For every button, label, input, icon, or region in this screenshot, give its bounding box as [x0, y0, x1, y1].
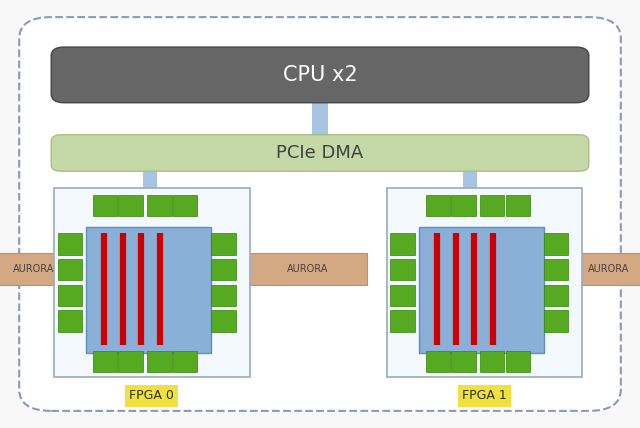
FancyBboxPatch shape	[211, 285, 236, 306]
FancyBboxPatch shape	[426, 195, 450, 216]
FancyBboxPatch shape	[506, 351, 530, 372]
FancyBboxPatch shape	[147, 351, 172, 372]
FancyBboxPatch shape	[173, 195, 197, 216]
FancyBboxPatch shape	[480, 195, 504, 216]
Text: PCIe DMA: PCIe DMA	[276, 144, 364, 162]
FancyBboxPatch shape	[390, 285, 415, 306]
FancyBboxPatch shape	[93, 195, 117, 216]
FancyBboxPatch shape	[58, 233, 82, 255]
FancyBboxPatch shape	[143, 171, 157, 190]
FancyBboxPatch shape	[147, 195, 172, 216]
Text: AURORA: AURORA	[13, 264, 54, 273]
FancyBboxPatch shape	[58, 285, 82, 306]
FancyBboxPatch shape	[51, 47, 589, 103]
FancyBboxPatch shape	[93, 351, 117, 372]
FancyBboxPatch shape	[58, 310, 82, 332]
FancyBboxPatch shape	[390, 310, 415, 332]
FancyBboxPatch shape	[118, 195, 143, 216]
FancyBboxPatch shape	[544, 285, 568, 306]
FancyBboxPatch shape	[451, 195, 476, 216]
Text: CPU x2: CPU x2	[283, 65, 357, 85]
Text: FPGA 1: FPGA 1	[462, 389, 507, 402]
FancyBboxPatch shape	[506, 195, 530, 216]
FancyBboxPatch shape	[19, 17, 621, 411]
FancyBboxPatch shape	[173, 351, 197, 372]
FancyBboxPatch shape	[480, 351, 504, 372]
FancyBboxPatch shape	[572, 253, 640, 285]
FancyBboxPatch shape	[390, 259, 415, 280]
Text: AURORA: AURORA	[588, 264, 629, 273]
FancyBboxPatch shape	[463, 171, 477, 190]
FancyBboxPatch shape	[248, 253, 367, 285]
FancyBboxPatch shape	[426, 351, 450, 372]
FancyBboxPatch shape	[387, 188, 582, 377]
FancyBboxPatch shape	[419, 227, 544, 353]
FancyBboxPatch shape	[544, 310, 568, 332]
FancyBboxPatch shape	[211, 233, 236, 255]
FancyBboxPatch shape	[544, 233, 568, 255]
FancyBboxPatch shape	[211, 259, 236, 280]
FancyBboxPatch shape	[451, 351, 476, 372]
Text: FPGA 0: FPGA 0	[129, 389, 174, 402]
Text: AURORA: AURORA	[287, 264, 328, 273]
FancyBboxPatch shape	[312, 103, 328, 135]
FancyBboxPatch shape	[86, 227, 211, 353]
FancyBboxPatch shape	[390, 233, 415, 255]
FancyBboxPatch shape	[118, 351, 143, 372]
FancyBboxPatch shape	[211, 310, 236, 332]
FancyBboxPatch shape	[58, 259, 82, 280]
FancyBboxPatch shape	[544, 259, 568, 280]
FancyBboxPatch shape	[51, 135, 589, 171]
FancyBboxPatch shape	[54, 188, 250, 377]
FancyBboxPatch shape	[0, 253, 70, 285]
